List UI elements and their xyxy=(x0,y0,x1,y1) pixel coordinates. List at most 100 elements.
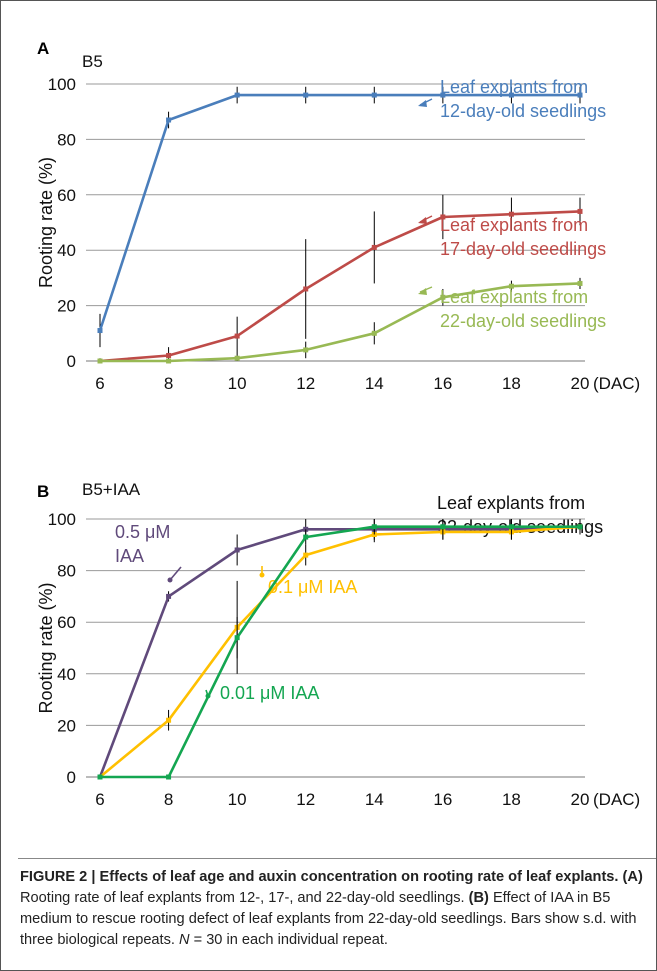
panel-a-series-3-point xyxy=(97,358,103,364)
panel-a-xtick-label: 18 xyxy=(502,374,521,393)
panel-b-series-3-point xyxy=(97,774,103,780)
panel-b-series-3-point xyxy=(166,774,172,780)
panel-a-series-1-point xyxy=(440,92,446,98)
panel-a-xtick-label: 14 xyxy=(365,374,384,393)
panel-a-series-3-point xyxy=(577,280,583,286)
panel-b-xtick-label: 18 xyxy=(502,790,521,809)
panel-b-series-2-point xyxy=(303,552,309,558)
panel-a-ytick-label: 100 xyxy=(48,75,76,94)
panel-b-y-axis-label: Rooting rate (%) xyxy=(36,582,56,713)
panel-a-series-2-point xyxy=(371,244,377,250)
panel-a-xtick-label: 10 xyxy=(228,374,247,393)
panel-b-series-2-line xyxy=(99,525,581,779)
caption-b-tag: (B) xyxy=(468,890,489,906)
panel-b-series-1-line xyxy=(98,525,581,778)
panel-b-series-3-line xyxy=(100,525,580,779)
panel-a-series-1-line xyxy=(98,93,580,331)
panel-b-letter: B xyxy=(37,482,49,501)
panel-b-series-3-point xyxy=(440,524,446,530)
panel-b-xtick-label: 12 xyxy=(296,790,315,809)
panel-a-ytick-label: 20 xyxy=(57,297,76,316)
panel-a-x-unit: (DAC) xyxy=(593,374,640,393)
panel-a-xtick-label: 20 xyxy=(571,374,590,393)
panel-b-ytick-label: 100 xyxy=(48,510,76,529)
panel-b-xtick-label: 20 xyxy=(571,790,590,809)
panel-a-series-3-point xyxy=(508,283,514,289)
panel-a-series-3-point xyxy=(166,358,172,364)
panel-a-xtick-label: 16 xyxy=(433,374,452,393)
panel-a-series-1-point xyxy=(166,117,172,123)
panel-b-series-3-point xyxy=(508,524,514,530)
panel-b-series-3-point xyxy=(234,635,240,641)
panel-a-series-3-line xyxy=(100,282,581,363)
panel-b-ytick-label: 80 xyxy=(57,562,76,581)
panel-b-series-1-label-arrowhead xyxy=(167,577,173,583)
panel-a-series-3-label: 22-day-old seedlings xyxy=(440,311,606,331)
panel-a-title: B5 xyxy=(82,52,103,71)
panel-b-series-3-label: 0.01 μM IAA xyxy=(220,683,319,703)
panel-b-ytick-label: 40 xyxy=(57,665,76,684)
panel-b-series-3-point xyxy=(371,524,377,530)
panel-b-ytick-label: 60 xyxy=(57,613,76,632)
caption-a-text: Rooting rate of leaf explants from 12-, … xyxy=(20,890,465,906)
panel-b-series-3-point xyxy=(577,524,583,530)
panel-a-letter: A xyxy=(37,39,49,58)
caption-a-tag: (A) xyxy=(622,869,643,885)
caption-n-text: = 30 in each individual repeat. xyxy=(189,932,388,948)
panel-b-series-2-label-arrowhead xyxy=(259,572,265,578)
panel-a-series-1-label: 12-day-old seedlings xyxy=(440,101,606,121)
panel-b-series-2-point xyxy=(166,717,172,723)
panel-a-ytick-label: 80 xyxy=(57,130,76,149)
caption-lead: FIGURE 2 | Effects of leaf age and auxin… xyxy=(20,869,619,885)
panel-b-series-3-label-arrowhead xyxy=(205,693,211,699)
panel-a-ytick-label: 40 xyxy=(57,241,76,260)
panel-a-series-2-point xyxy=(234,333,240,339)
panel-b-ytick-label: 20 xyxy=(57,716,76,735)
panel-b-x-unit: (DAC) xyxy=(593,790,640,809)
panel-b-series-2-label: 0.1 μM IAA xyxy=(268,577,357,597)
panel-b-subtitle-line: Leaf explants from xyxy=(437,493,585,513)
panel-a-series-3-point xyxy=(440,294,446,300)
panel-a-series-1-point xyxy=(303,92,309,98)
panel-b-xtick-label: 6 xyxy=(95,790,104,809)
caption-n-symbol: N xyxy=(179,932,190,948)
figure-caption: FIGURE 2 | Effects of leaf age and auxin… xyxy=(20,867,650,951)
panel-a-series-1-point xyxy=(577,92,583,98)
panel-a-series-1-point xyxy=(97,328,103,334)
panel-b-title: B5+IAA xyxy=(82,480,141,499)
panel-a-series-2-point xyxy=(166,352,172,358)
panel-a-series-2-point xyxy=(303,286,309,292)
panel-a-series-1-label: Leaf explants from xyxy=(440,77,588,97)
panel-a-series-3-label-arrowhead xyxy=(418,288,427,295)
panel-b-series-3-point xyxy=(303,534,309,540)
panel-a-xtick-label: 12 xyxy=(296,374,315,393)
caption-divider xyxy=(18,858,656,859)
panel-a-series-3-label: Leaf explants from xyxy=(440,287,588,307)
caption-b-text: Effect of IAA in B5 medium to rescue roo… xyxy=(20,890,637,948)
panel-a-series-2-point xyxy=(577,208,583,214)
panel-b-xtick-label: 8 xyxy=(164,790,173,809)
panel-b-series-1-point xyxy=(166,593,172,599)
panel-b-xtick-label: 14 xyxy=(365,790,384,809)
panel-b-series-1-label: IAA xyxy=(115,546,144,566)
panel-a-series-1-point xyxy=(371,92,377,98)
panel-a-series-3-point xyxy=(234,355,240,361)
panel-a-series-1-label-arrowhead xyxy=(418,100,427,107)
panel-b-xtick-label: 16 xyxy=(433,790,452,809)
panel-a-series-2-label: Leaf explants from xyxy=(440,215,588,235)
panel-a-series-3-point xyxy=(371,330,377,336)
panel-a-series-2-label: 17-day-old seedlings xyxy=(440,239,606,259)
panel-a-series-2-point xyxy=(508,211,514,217)
panel-a-series-3-point xyxy=(303,347,309,353)
panel-a-series-2-point xyxy=(440,214,446,220)
panel-a-xtick-label: 8 xyxy=(164,374,173,393)
panel-b-xtick-label: 10 xyxy=(228,790,247,809)
panel-b-ytick-label: 0 xyxy=(67,768,76,787)
panel-a-y-axis-label: Rooting rate (%) xyxy=(36,157,56,288)
panel-a-series-2-line xyxy=(99,210,581,363)
panel-b-series-1-point xyxy=(234,547,240,553)
panel-b-series-1-label: 0.5 μM xyxy=(115,522,170,542)
panel-a-series-1-point xyxy=(234,92,240,98)
panel-a-series-1-point xyxy=(508,92,514,98)
